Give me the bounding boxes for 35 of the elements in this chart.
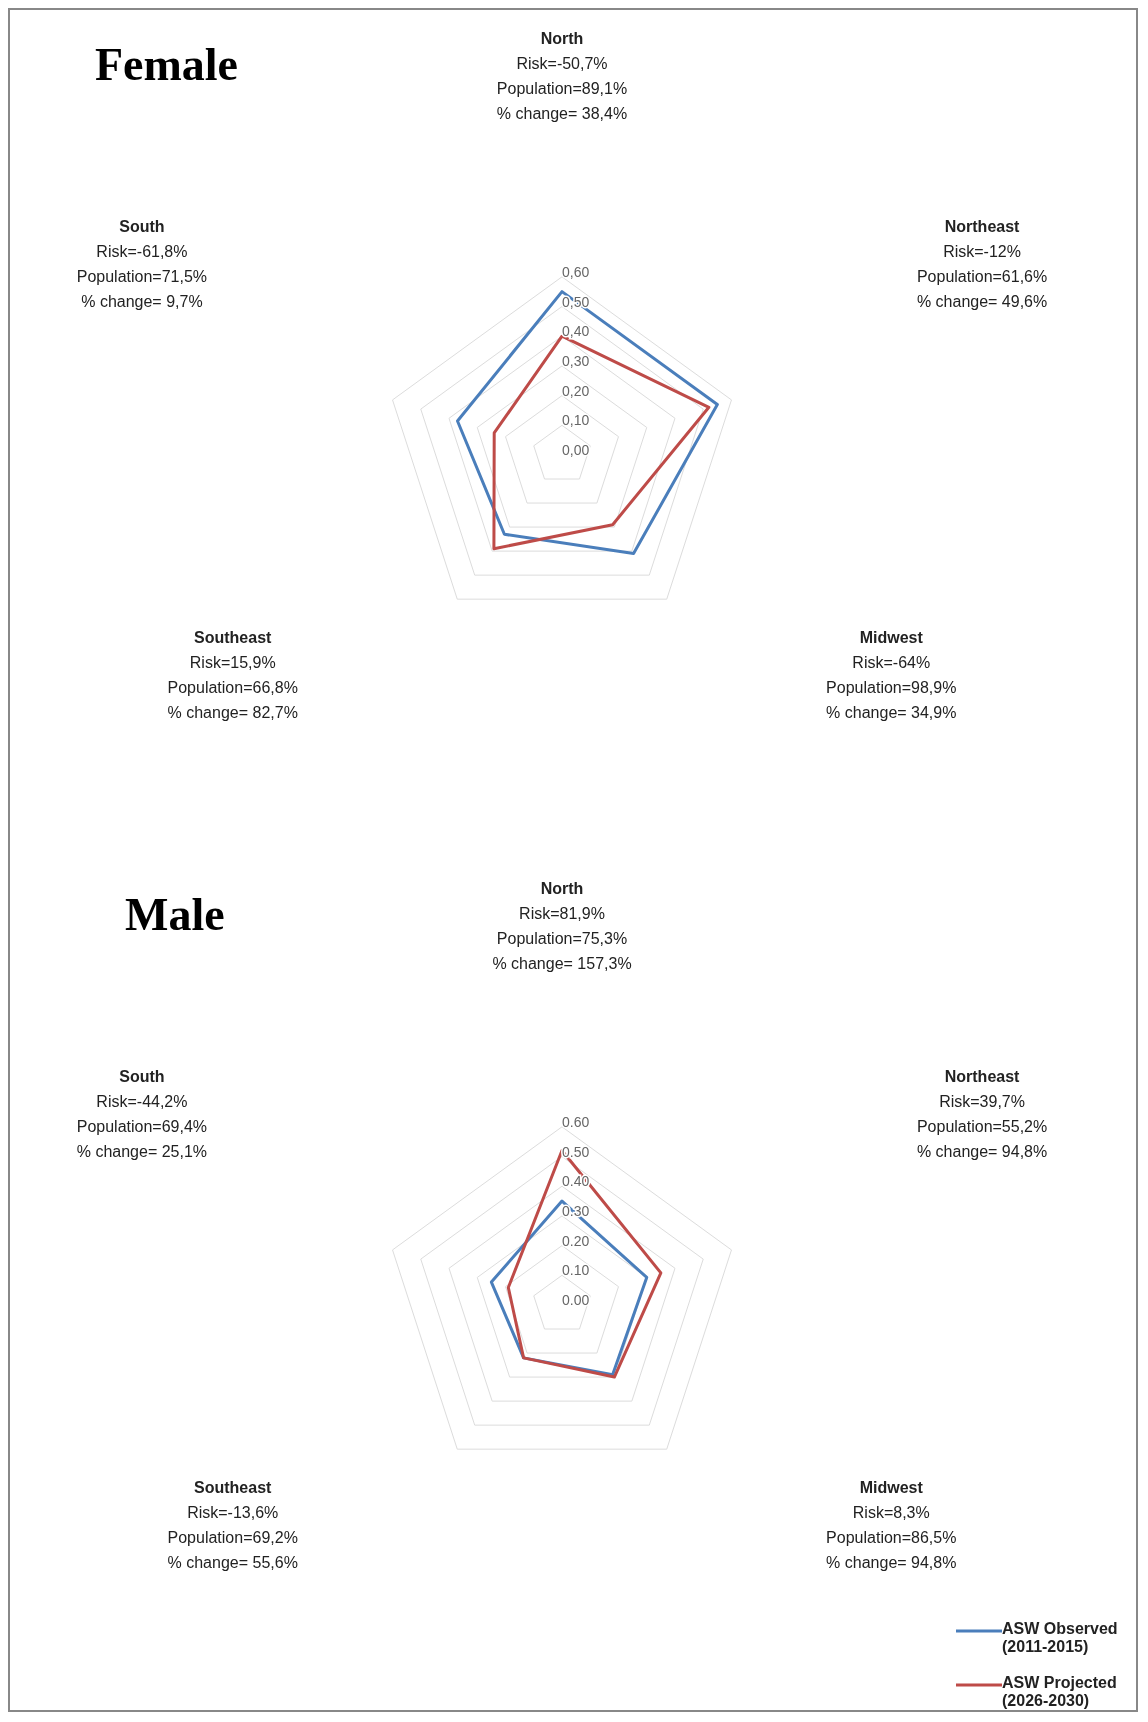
y-tick-label: 0,20 xyxy=(562,382,590,399)
spoke-label: North xyxy=(540,30,584,47)
y-tick-label: 0.60 xyxy=(562,1113,590,1130)
text: Risk=-50,7% Population=89,1% % change= 38,4% xyxy=(496,55,628,122)
spoke-label: North xyxy=(540,880,584,897)
text: Risk=8,3% Population=86,5% % change= 94,8% xyxy=(826,1503,957,1571)
spoke-label: Midwest xyxy=(859,1478,924,1496)
text: Risk=-44,2% Population=69,4% % change= 25,1% xyxy=(76,1092,208,1160)
y-tick-label: 0,40 xyxy=(562,323,590,340)
text: Risk=-13,6% Population=69,2% % change= 55,6% xyxy=(167,1503,298,1571)
spoke-label: Southeast xyxy=(194,628,273,646)
legend-label: ASW Observed (2011-2015) xyxy=(1002,1620,1119,1656)
spoke-label: Northeast xyxy=(944,217,1021,235)
text: Risk=-64% Population=98,9% % change= 34,9% xyxy=(826,653,957,721)
spoke-label: Midwest xyxy=(859,628,924,646)
text: Risk=-61,8% Population=71,5% % change= 9,7% xyxy=(76,242,208,310)
spoke-label: Northeast xyxy=(944,1067,1021,1085)
text: Risk=-12% Population=61,6% % change= 49,6% xyxy=(916,242,1048,310)
y-tick-label: 0.20 xyxy=(562,1232,590,1249)
text: Risk=81,9% Population=75,3% % change= 157,3% xyxy=(492,905,632,972)
y-tick-label: 0.00 xyxy=(562,1292,590,1308)
spoke-label: South xyxy=(119,1067,165,1085)
y-tick-label: 0.50 xyxy=(562,1143,590,1160)
chart-title: Male xyxy=(125,888,225,941)
y-tick-label: 0.10 xyxy=(562,1262,590,1279)
y-tick-label: 0,30 xyxy=(562,352,590,369)
text: Risk=15,9% Population=66,8% % change= 82,7% xyxy=(167,653,298,721)
y-tick-label: 0,00 xyxy=(562,442,590,458)
y-tick-label: 0,10 xyxy=(562,412,590,429)
chart-title: Female xyxy=(95,38,239,91)
spoke-label: Southeast xyxy=(194,1478,273,1496)
y-tick-label: 0,60 xyxy=(562,263,590,280)
spoke-label: South xyxy=(119,217,165,235)
text: Risk=39,7% Population=55,2% % change= 94,8% xyxy=(916,1092,1048,1160)
legend-label: ASW Projected (2026-2030) xyxy=(1002,1674,1118,1710)
